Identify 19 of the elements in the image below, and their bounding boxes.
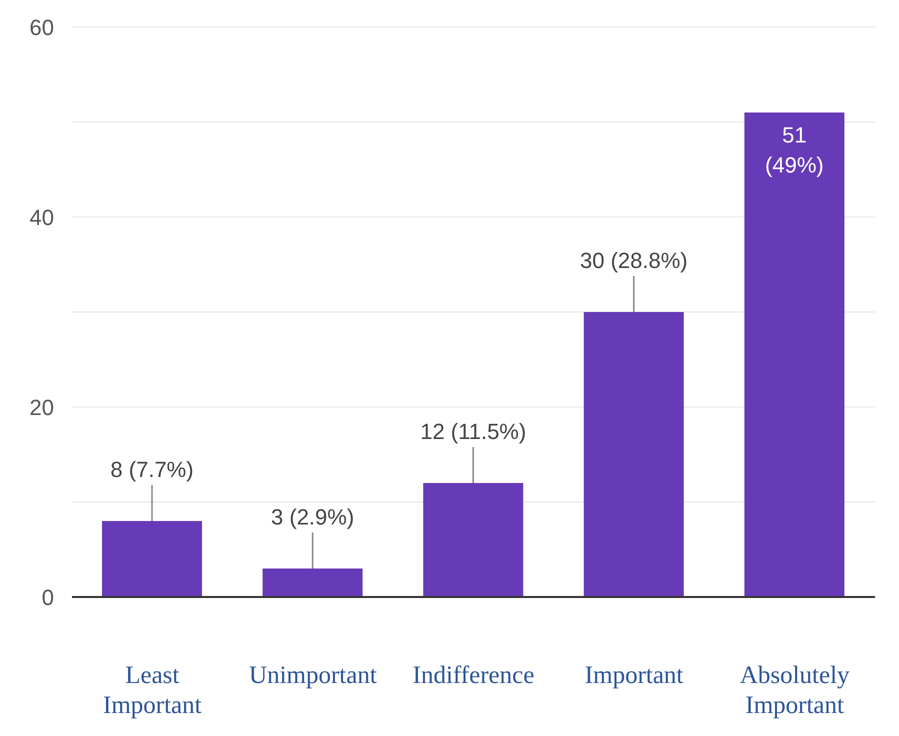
- data-label: 3 (2.9%): [271, 504, 354, 530]
- x-tick-label: Absolutely Important: [740, 662, 850, 719]
- x-tick-label: Indifference: [412, 662, 534, 689]
- data-label: 30 (28.8%): [580, 248, 688, 273]
- x-tick-label: Unimportant: [249, 662, 377, 689]
- y-tick-label: 20: [30, 395, 54, 420]
- x-tick-label: Important: [584, 662, 684, 689]
- bar: [584, 312, 684, 597]
- y-tick-label: 60: [30, 15, 54, 40]
- bar: [423, 483, 524, 597]
- y-tick-label: 0: [42, 585, 54, 610]
- data-label: 12 (11.5%): [420, 419, 526, 444]
- y-tick-label: 40: [30, 205, 54, 230]
- x-tick-label: Least Important: [103, 662, 202, 719]
- bar: [262, 568, 363, 597]
- bar: [744, 112, 844, 597]
- data-label: 8 (7.7%): [110, 457, 194, 482]
- bar: [102, 521, 202, 597]
- data-label: 51 (49%): [765, 122, 824, 178]
